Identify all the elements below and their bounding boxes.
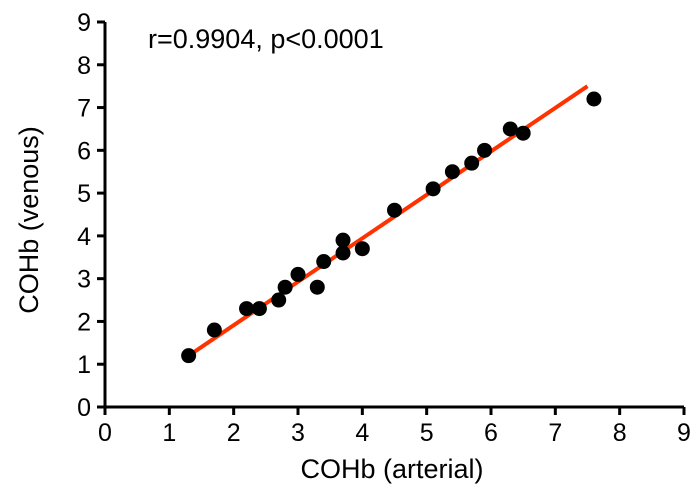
x-tick-label: 2 — [227, 419, 241, 447]
data-point — [251, 301, 267, 317]
y-tick-label: 0 — [77, 394, 91, 422]
x-tick-label: 4 — [355, 419, 369, 447]
y-tick-label: 8 — [77, 52, 91, 80]
y-tick-label: 7 — [77, 95, 91, 123]
y-tick-label: 1 — [77, 351, 91, 379]
data-points — [181, 91, 602, 364]
data-point — [316, 254, 332, 270]
data-point — [206, 322, 222, 338]
data-point — [181, 348, 197, 364]
x-tick-label: 9 — [677, 419, 691, 447]
data-point — [464, 155, 480, 171]
x-tick-label: 7 — [548, 419, 562, 447]
data-point — [277, 279, 293, 295]
y-tick-label: 3 — [77, 266, 91, 294]
correlation-annotation: r=0.9904, p<0.0001 — [148, 24, 384, 54]
x-tick-label: 1 — [162, 419, 176, 447]
data-point — [335, 232, 351, 248]
y-axis-title: COHb (venous) — [14, 126, 44, 314]
y-tick-label: 2 — [77, 308, 91, 336]
data-point — [309, 279, 325, 295]
x-tick-label: 8 — [613, 419, 627, 447]
data-point — [502, 121, 518, 137]
data-point — [387, 202, 402, 218]
x-tick-label: 6 — [484, 419, 498, 447]
data-point — [290, 266, 306, 282]
data-point — [354, 241, 370, 257]
x-tick-label: 3 — [291, 419, 305, 447]
x-axis-title: COHb (arterial) — [300, 454, 483, 484]
data-point — [239, 301, 255, 317]
y-tick-label: 6 — [77, 137, 91, 165]
data-point — [444, 164, 460, 180]
data-point — [425, 181, 441, 197]
data-point — [477, 142, 493, 158]
y-tick-label: 5 — [77, 180, 91, 208]
y-tick-label: 9 — [77, 9, 91, 37]
axes: 0 1 2 3 4 5 6 7 8 9 0 1 2 3 4 5 6 7 8 9 — [77, 9, 691, 447]
x-tick-label: 5 — [420, 419, 434, 447]
data-point — [271, 292, 287, 308]
data-point — [515, 125, 531, 141]
y-tick-label: 4 — [77, 223, 91, 251]
data-point — [335, 245, 351, 261]
data-point — [586, 91, 602, 107]
x-tick-label: 0 — [98, 419, 112, 447]
